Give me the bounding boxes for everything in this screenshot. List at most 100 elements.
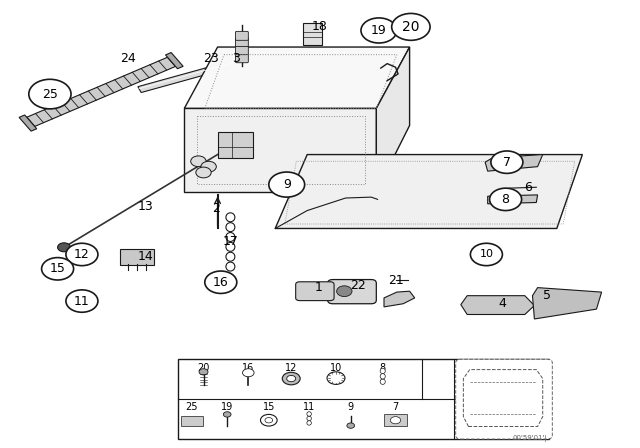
Circle shape	[260, 414, 277, 426]
Text: 20: 20	[402, 20, 420, 34]
FancyBboxPatch shape	[181, 416, 203, 426]
Text: 3: 3	[232, 52, 239, 65]
Text: 14: 14	[138, 250, 154, 263]
Circle shape	[361, 18, 397, 43]
Text: 18: 18	[312, 20, 328, 34]
Polygon shape	[27, 57, 175, 126]
FancyBboxPatch shape	[236, 54, 248, 63]
Text: 4: 4	[499, 297, 506, 310]
Circle shape	[470, 243, 502, 266]
Circle shape	[269, 172, 305, 197]
Circle shape	[282, 372, 300, 385]
Circle shape	[66, 243, 98, 266]
Circle shape	[191, 156, 206, 167]
Circle shape	[29, 79, 71, 109]
Circle shape	[337, 286, 352, 297]
Polygon shape	[532, 288, 602, 319]
Circle shape	[265, 418, 273, 423]
FancyBboxPatch shape	[218, 132, 253, 158]
Text: 25: 25	[42, 87, 58, 101]
Polygon shape	[384, 291, 415, 307]
Text: 12: 12	[285, 363, 298, 373]
Polygon shape	[275, 155, 582, 228]
FancyBboxPatch shape	[236, 38, 248, 47]
Text: 19: 19	[221, 402, 234, 412]
Text: 5: 5	[543, 289, 551, 302]
Ellipse shape	[307, 421, 312, 425]
FancyBboxPatch shape	[236, 46, 248, 55]
Circle shape	[243, 369, 254, 377]
Text: 8: 8	[502, 193, 509, 206]
Text: 11: 11	[303, 402, 316, 412]
Ellipse shape	[226, 233, 235, 241]
Text: 11: 11	[74, 294, 90, 308]
Polygon shape	[463, 370, 543, 426]
Ellipse shape	[307, 412, 312, 416]
Circle shape	[490, 188, 522, 211]
Circle shape	[66, 290, 98, 312]
Polygon shape	[488, 195, 538, 204]
Polygon shape	[166, 52, 183, 69]
FancyBboxPatch shape	[384, 414, 407, 426]
Text: 13: 13	[138, 199, 154, 213]
Text: 9: 9	[348, 402, 354, 412]
Polygon shape	[485, 155, 543, 171]
Text: 2: 2	[212, 202, 220, 215]
Text: 1: 1	[315, 281, 323, 294]
Ellipse shape	[380, 368, 385, 374]
Text: 19: 19	[371, 24, 387, 37]
FancyBboxPatch shape	[328, 280, 376, 304]
Text: 17: 17	[223, 234, 238, 248]
Text: 25: 25	[186, 402, 198, 412]
Ellipse shape	[226, 252, 235, 261]
Circle shape	[196, 167, 211, 178]
FancyBboxPatch shape	[303, 23, 322, 45]
FancyBboxPatch shape	[178, 359, 549, 439]
Ellipse shape	[226, 213, 235, 222]
Text: 16: 16	[213, 276, 228, 289]
Circle shape	[327, 372, 345, 384]
Circle shape	[390, 417, 401, 424]
Text: 15: 15	[262, 402, 275, 412]
Text: 6: 6	[524, 181, 532, 194]
Ellipse shape	[380, 374, 385, 379]
Text: 20: 20	[197, 363, 210, 373]
Text: 9: 9	[283, 178, 291, 191]
Circle shape	[205, 271, 237, 293]
Circle shape	[58, 243, 70, 252]
Text: 8: 8	[380, 363, 386, 373]
Ellipse shape	[226, 223, 235, 232]
Text: 00'59'01'|: 00'59'01'|	[513, 435, 547, 442]
Circle shape	[42, 258, 74, 280]
Circle shape	[201, 161, 216, 172]
Text: 10: 10	[479, 250, 493, 259]
Text: 23: 23	[204, 52, 219, 65]
Text: 24: 24	[120, 52, 136, 65]
Polygon shape	[184, 47, 410, 108]
Ellipse shape	[226, 242, 235, 251]
Polygon shape	[19, 115, 36, 131]
Text: 15: 15	[50, 262, 65, 276]
Polygon shape	[461, 296, 534, 314]
Polygon shape	[376, 47, 410, 192]
Text: 7: 7	[392, 402, 399, 412]
FancyBboxPatch shape	[236, 31, 248, 40]
Polygon shape	[138, 59, 242, 93]
Circle shape	[347, 423, 355, 428]
FancyBboxPatch shape	[456, 359, 552, 439]
Text: 21: 21	[388, 273, 403, 287]
FancyBboxPatch shape	[120, 249, 154, 265]
FancyBboxPatch shape	[296, 282, 334, 301]
Circle shape	[199, 369, 208, 375]
Ellipse shape	[307, 416, 312, 421]
Circle shape	[392, 13, 430, 40]
Text: 12: 12	[74, 248, 90, 261]
Text: 7: 7	[503, 155, 511, 169]
Circle shape	[491, 151, 523, 173]
Polygon shape	[184, 108, 376, 192]
Ellipse shape	[226, 262, 235, 271]
Circle shape	[223, 412, 231, 417]
Ellipse shape	[380, 379, 385, 384]
Circle shape	[287, 375, 296, 382]
Text: 10: 10	[330, 363, 342, 373]
